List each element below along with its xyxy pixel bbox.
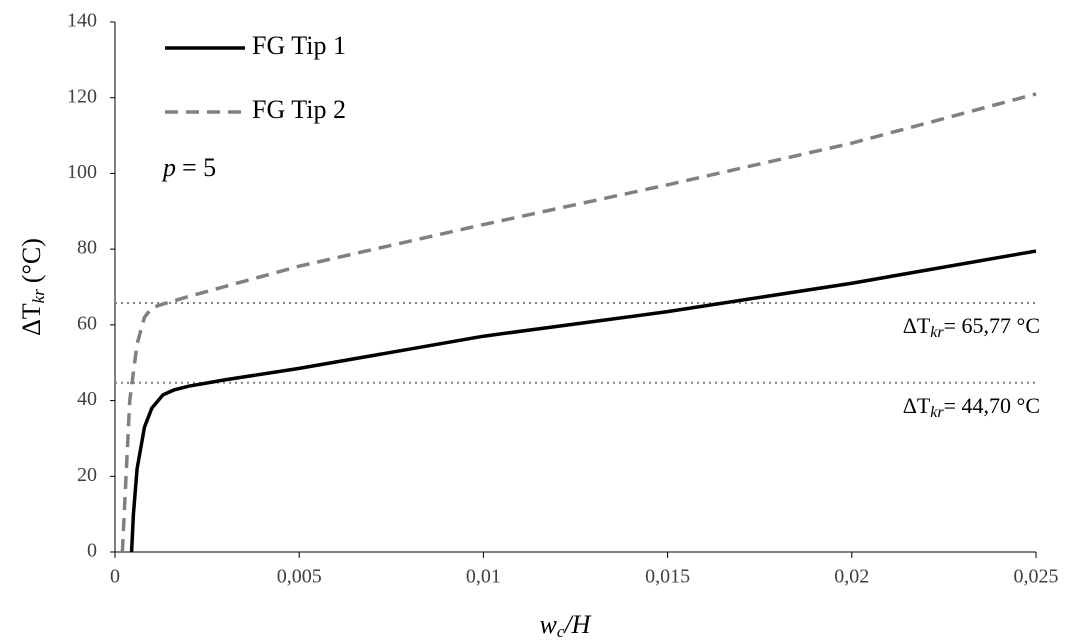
- reference-label: ΔTkr= 44,70 °C: [903, 393, 1040, 421]
- y-label-unit: (°C): [17, 238, 46, 283]
- reference-label: ΔTkr= 65,77 °C: [903, 313, 1040, 341]
- x-tick-label: 0,015: [645, 566, 690, 588]
- y-tick-label: 0: [87, 540, 97, 562]
- x-tick-label: 0,02: [834, 566, 869, 588]
- x-tick-label: 0,01: [466, 566, 501, 588]
- annotation-symbol: p: [161, 153, 176, 182]
- y-tick-label: 40: [77, 388, 97, 410]
- reference-subscript: kr: [930, 403, 944, 420]
- legend-label: FG Tip 1: [252, 31, 346, 60]
- y-tick-label: 80: [77, 237, 97, 259]
- x-label-subscript: c: [557, 622, 565, 641]
- x-axis-label: wc/H: [540, 610, 592, 641]
- reference-symbol: ΔT: [903, 313, 931, 338]
- x-tick-label: 0,005: [277, 566, 322, 588]
- reference-symbol: ΔT: [903, 393, 931, 418]
- x-label-symbol: w: [540, 610, 558, 639]
- y-axis-label: ΔTkr (°C): [17, 238, 48, 336]
- y-tick-label: 140: [67, 10, 97, 32]
- annotation-text: = 5: [182, 153, 216, 182]
- reference-value: = 44,70 °C: [944, 393, 1040, 418]
- annotation: p = 5: [161, 153, 216, 182]
- y-tick-label: 60: [77, 312, 97, 334]
- y-label-subscript: kr: [29, 289, 48, 304]
- reference-subscript: kr: [930, 324, 944, 341]
- y-tick-label: 120: [67, 85, 97, 107]
- series-line: [120, 92, 1037, 553]
- series-line: [129, 249, 1037, 553]
- reference-value: = 65,77 °C: [944, 313, 1040, 338]
- x-tick-label: 0,025: [1014, 566, 1059, 588]
- x-label-rest: /H: [562, 610, 591, 639]
- y-tick-label: 20: [77, 464, 97, 486]
- y-label-symbol: ΔT: [17, 303, 46, 336]
- x-tick-label: 0: [110, 566, 120, 588]
- y-tick-label: 100: [67, 161, 97, 183]
- legend-label: FG Tip 2: [252, 95, 346, 124]
